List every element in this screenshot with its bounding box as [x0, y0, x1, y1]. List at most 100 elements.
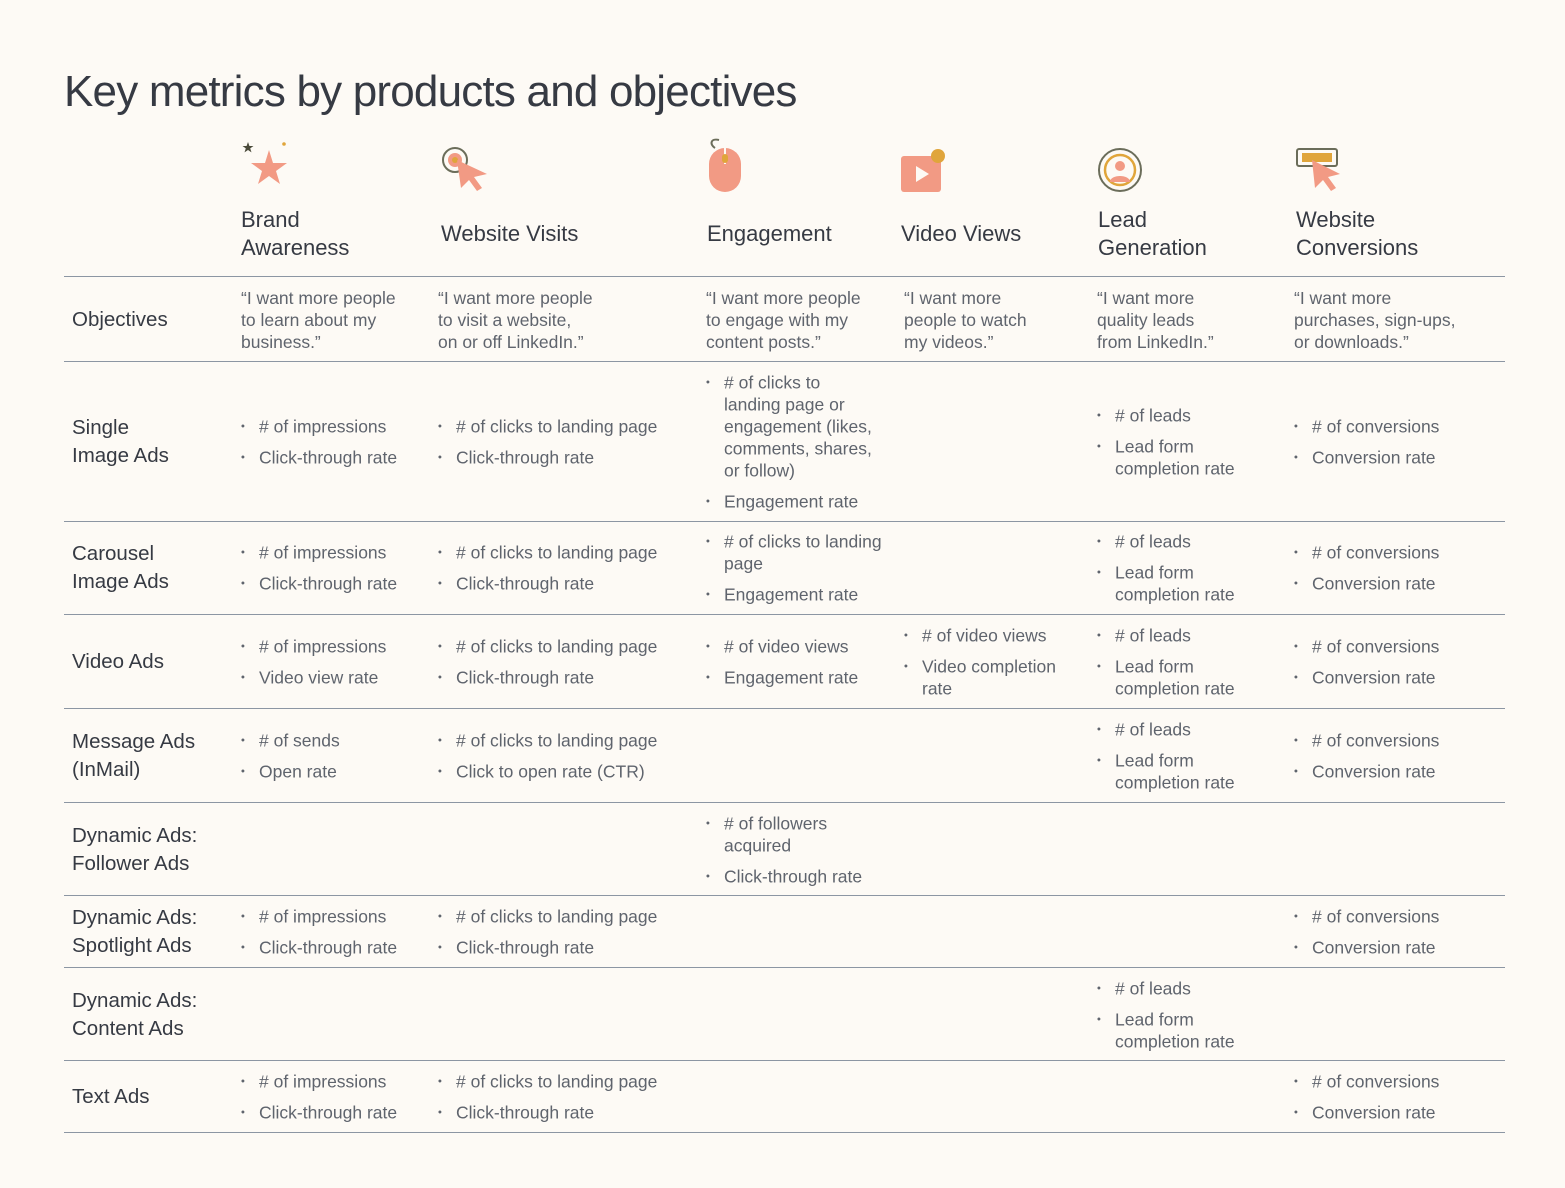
- metric-list: # of leads Lead form completion rate: [1097, 719, 1282, 794]
- metric-cell: # of impressions Click-through rate: [241, 416, 431, 469]
- metric-item: Click-through rate: [438, 667, 688, 689]
- divider: [64, 361, 1505, 363]
- column-label: Lead Generation: [1098, 207, 1207, 260]
- metric-item: # of leads: [1097, 625, 1282, 647]
- row-label: Single Image Ads: [72, 416, 169, 467]
- metric-list: # of leads Lead form completion rate: [1097, 978, 1282, 1053]
- metric-item: Lead form completion rate: [1097, 562, 1282, 606]
- metric-list: # of impressions Click-through rate: [241, 542, 431, 595]
- metric-list: # of impressions Video view rate: [241, 636, 431, 689]
- metric-item: Click-through rate: [438, 1102, 688, 1124]
- metric-cell: # of leads Lead form completion rate: [1097, 978, 1282, 1053]
- metric-item: Conversion rate: [1294, 447, 1494, 469]
- metric-item: # of conversions: [1294, 542, 1494, 564]
- metric-item: # of clicks to landing page: [438, 906, 688, 928]
- metric-item: Conversion rate: [1294, 1102, 1494, 1124]
- metric-item: # of impressions: [241, 542, 431, 564]
- metric-list: # of clicks to landing page Click-through…: [438, 1071, 688, 1124]
- metric-item: Lead form completion rate: [1097, 1009, 1282, 1053]
- metric-list: # of sends Open rate: [241, 730, 431, 783]
- metric-item: # of conversions: [1294, 636, 1494, 658]
- metric-cell: # of clicks to landing page Engagement ra…: [706, 531, 891, 606]
- metric-item: # of conversions: [1294, 1071, 1494, 1093]
- column-label: Brand Awareness: [241, 207, 350, 260]
- metric-item: Video completion rate: [904, 656, 1084, 700]
- metric-list: # of leads Lead form completion rate: [1097, 405, 1282, 480]
- metric-item: # of clicks to landing page: [438, 636, 688, 658]
- metric-cell: # of conversions Conversion rate: [1294, 636, 1494, 689]
- objective-quote: “I want more people to watch my videos.”: [904, 288, 1027, 352]
- metric-cell: # of clicks to landing page or engagemen…: [706, 372, 891, 513]
- metric-item: Click-through rate: [438, 447, 688, 469]
- metric-cell: # of leads Lead form completion rate: [1097, 719, 1282, 794]
- row-label: Dynamic Ads: Follower Ads: [72, 824, 198, 875]
- mouse-icon: [709, 138, 741, 192]
- column-header-engagement: Engagement: [707, 136, 832, 246]
- metric-list: # of clicks to landing page Click-through…: [438, 542, 688, 595]
- metric-list: # of clicks to landing page Click-through…: [438, 636, 688, 689]
- metric-cell: # of video views Engagement rate: [706, 636, 891, 689]
- metric-item: Conversion rate: [1294, 761, 1494, 783]
- row-label-objectives: Objectives: [72, 308, 168, 331]
- objective-quote: “I want more purchases, sign-ups, or dow…: [1294, 288, 1456, 352]
- metric-list: # of clicks to landing page or engagemen…: [706, 372, 891, 513]
- metric-item: # of video views: [706, 636, 891, 658]
- metric-cell: # of leads Lead form completion rate: [1097, 531, 1282, 606]
- divider: [64, 967, 1505, 969]
- metric-item: Click-through rate: [241, 1102, 431, 1124]
- metric-item: # of clicks to landing page or engagemen…: [706, 372, 891, 482]
- metric-cell: # of clicks to landing page Click-through…: [438, 416, 688, 469]
- metric-list: # of clicks to landing page Click to open…: [438, 730, 688, 783]
- column-header-video-views: Video Views: [901, 136, 1021, 246]
- row-label: Dynamic Ads: Spotlight Ads: [72, 906, 198, 957]
- divider: [64, 614, 1505, 616]
- metric-list: # of clicks to landing page Click-through…: [438, 416, 688, 469]
- metric-list: # of clicks to landing page Click-through…: [438, 906, 688, 959]
- metric-list: # of impressions Click-through rate: [241, 416, 431, 469]
- metric-item: # of impressions: [241, 416, 431, 438]
- metric-item: Open rate: [241, 761, 431, 783]
- metric-item: Click-through rate: [438, 573, 688, 595]
- metric-item: # of video views: [904, 625, 1084, 647]
- metric-item: Conversion rate: [1294, 937, 1494, 959]
- metric-item: Conversion rate: [1294, 573, 1494, 595]
- objective-quote: “I want more people to learn about my bu…: [241, 288, 396, 352]
- divider: [64, 276, 1505, 278]
- row-label: Dynamic Ads: Content Ads: [72, 989, 198, 1040]
- lead-target-icon: [1098, 148, 1142, 192]
- metric-cell: # of clicks to landing page Click-through…: [438, 542, 688, 595]
- metric-item: # of leads: [1097, 405, 1282, 427]
- metric-cell: # of leads Lead form completion rate: [1097, 625, 1282, 700]
- metric-cell: # of clicks to landing page Click to open…: [438, 730, 688, 783]
- metric-item: # of impressions: [241, 906, 431, 928]
- star-icon: [242, 142, 287, 184]
- metric-item: # of leads: [1097, 719, 1282, 741]
- metric-list: # of conversions Conversion rate: [1294, 1071, 1494, 1124]
- row-label: Carousel Image Ads: [72, 542, 169, 593]
- metric-list: # of followers acquired Click-through rat…: [706, 813, 891, 888]
- metric-cell: # of clicks to landing page Click-through…: [438, 906, 688, 959]
- metric-item: # of leads: [1097, 531, 1282, 553]
- metric-item: Conversion rate: [1294, 667, 1494, 689]
- metric-item: # of conversions: [1294, 906, 1494, 928]
- divider: [64, 1060, 1505, 1062]
- metric-cell: # of impressions Click-through rate: [241, 542, 431, 595]
- metric-list: # of leads Lead form completion rate: [1097, 531, 1282, 606]
- metric-list: # of video views Video completion rate: [904, 625, 1084, 700]
- metric-item: Video view rate: [241, 667, 431, 689]
- metric-item: # of leads: [1097, 978, 1282, 1000]
- metric-item: # of followers acquired: [706, 813, 891, 857]
- metric-cell: # of followers acquired Click-through rat…: [706, 813, 891, 888]
- column-header-brand-awareness: Brand Awareness: [241, 136, 349, 260]
- metric-item: Click-through rate: [706, 866, 891, 888]
- metric-item: # of clicks to landing page: [706, 531, 891, 575]
- metric-list: # of conversions Conversion rate: [1294, 416, 1494, 469]
- metric-cell: # of video views Video completion rate: [904, 625, 1084, 700]
- column-label: Website Conversions: [1296, 207, 1419, 260]
- column-header-website-conversions: Website Conversions: [1296, 136, 1418, 260]
- divider: [64, 802, 1505, 804]
- metric-cell: # of conversions Conversion rate: [1294, 1071, 1494, 1124]
- metric-item: Lead form completion rate: [1097, 436, 1282, 480]
- metric-item: Click-through rate: [241, 447, 431, 469]
- metric-item: # of impressions: [241, 636, 431, 658]
